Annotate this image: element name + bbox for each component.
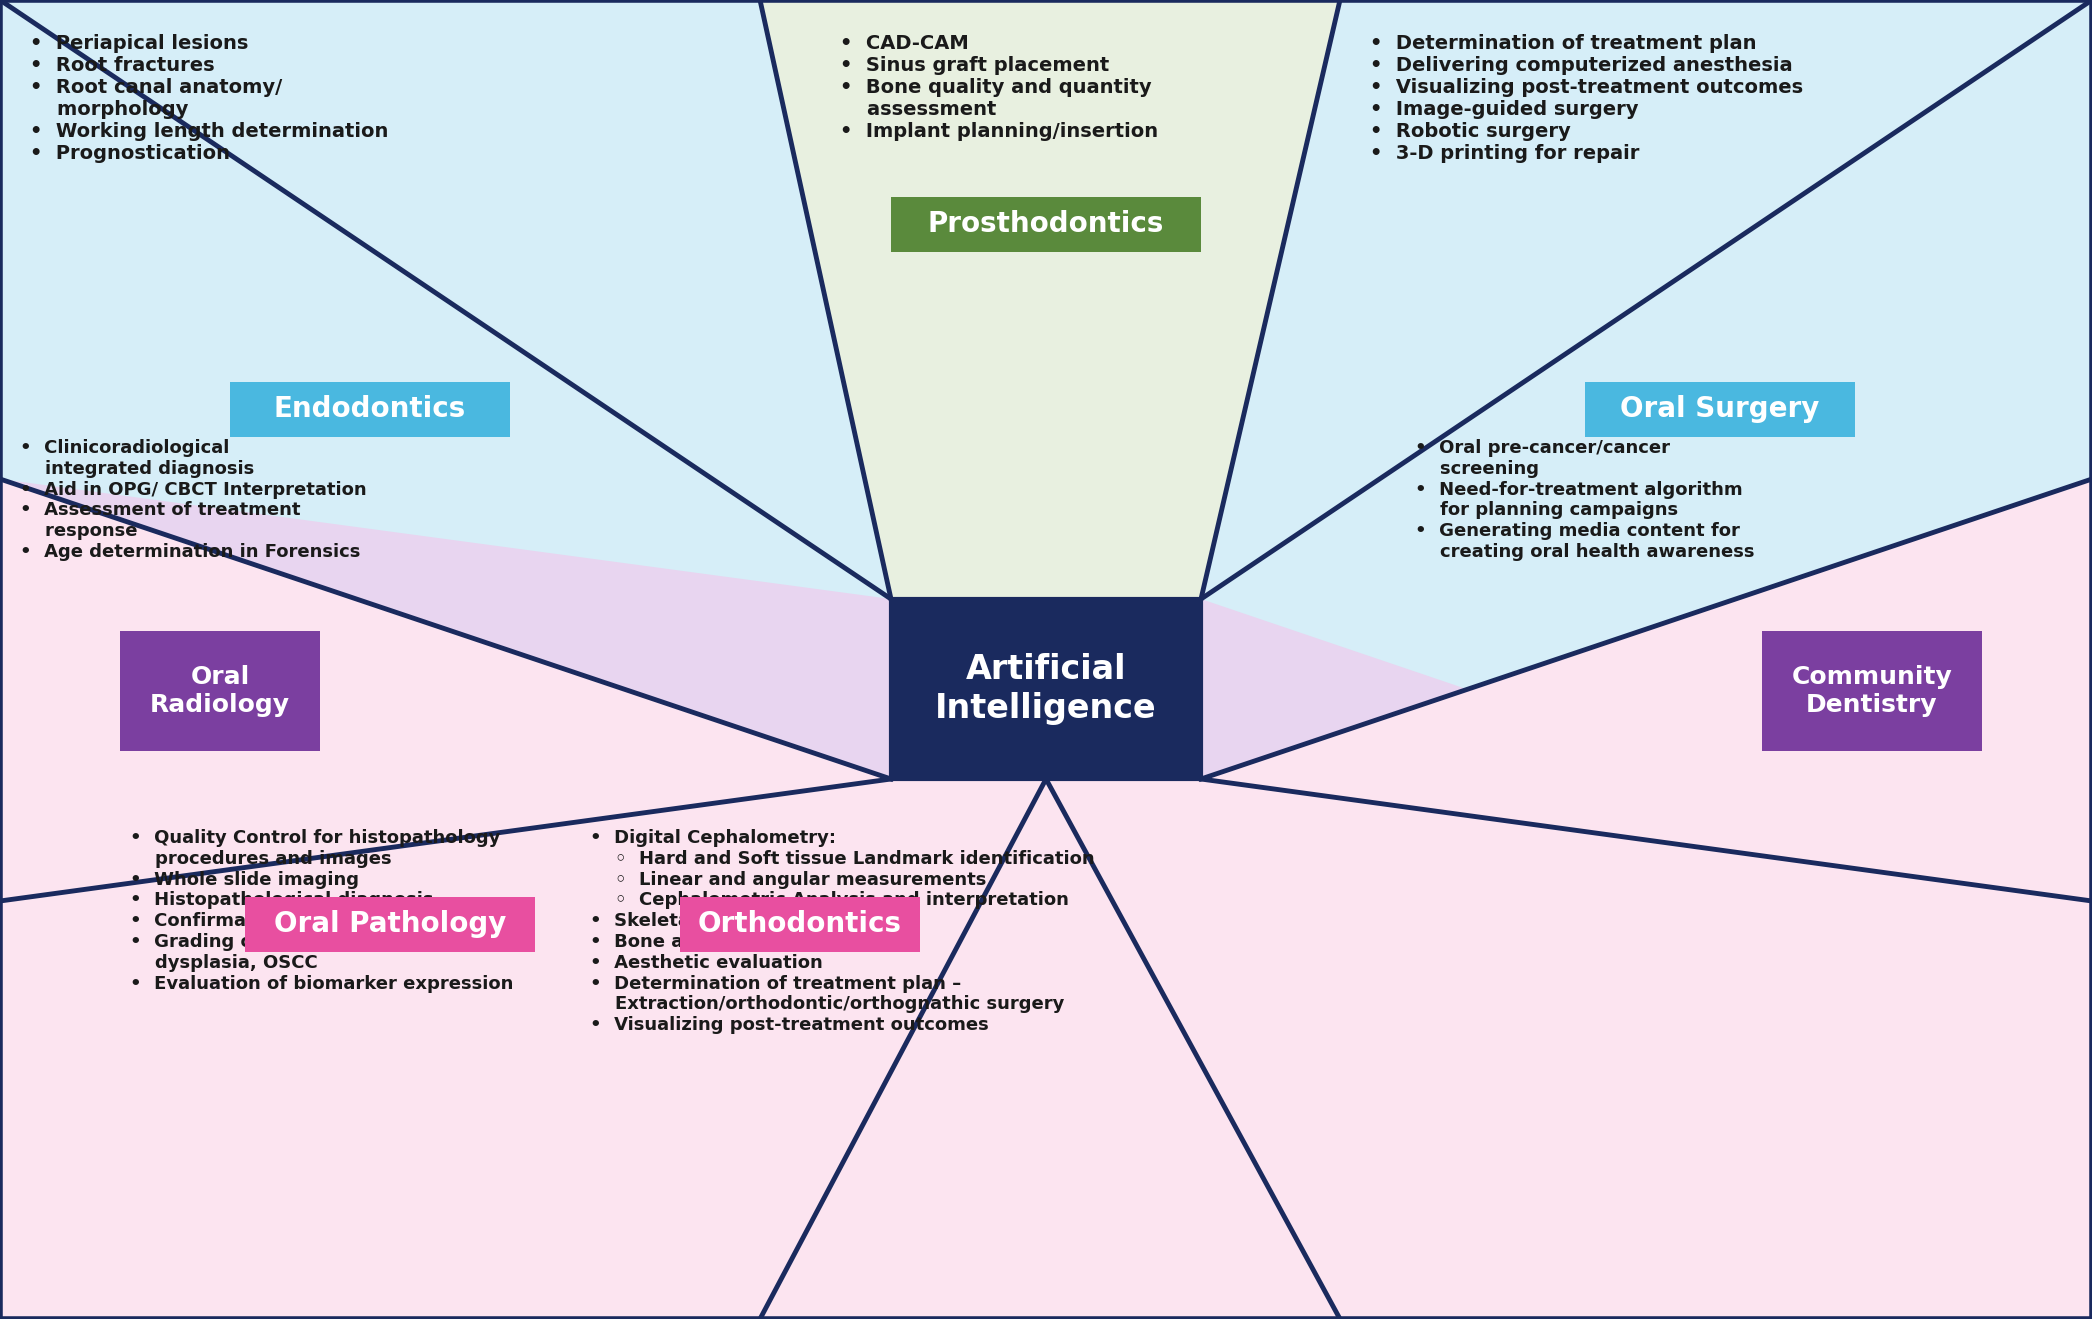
- Polygon shape: [0, 479, 1046, 1319]
- Polygon shape: [1201, 0, 2092, 901]
- Bar: [245, 897, 536, 951]
- Text: •  CAD-CAM
•  Sinus graft placement
•  Bone quality and quantity
    assessment
: • CAD-CAM • Sinus graft placement • Bone…: [841, 34, 1159, 141]
- Text: Prosthodontics: Prosthodontics: [929, 210, 1163, 237]
- Bar: [891, 599, 1201, 780]
- Polygon shape: [0, 0, 891, 901]
- Text: •  Oral pre-cancer/cancer
    screening
•  Need-for-treatment algorithm
    for : • Oral pre-cancer/cancer screening • Nee…: [1414, 439, 1755, 561]
- Text: Community
Dentistry: Community Dentistry: [1791, 665, 1952, 718]
- Text: Oral Pathology: Oral Pathology: [274, 910, 506, 938]
- Polygon shape: [1201, 479, 2092, 901]
- Text: •  Digital Cephalometry:
    ◦  Hard and Soft tissue Landmark identification
   : • Digital Cephalometry: ◦ Hard and Soft …: [590, 830, 1094, 1034]
- Bar: [119, 630, 320, 751]
- Bar: [230, 381, 510, 437]
- Polygon shape: [0, 479, 891, 901]
- Text: Endodontics: Endodontics: [274, 394, 467, 423]
- Text: Oral
Radiology: Oral Radiology: [151, 665, 291, 718]
- Text: •  Clinicoradiological
    integrated diagnosis
•  Aid in OPG/ CBCT Interpretati: • Clinicoradiological integrated diagnos…: [21, 439, 366, 561]
- Text: •  Determination of treatment plan
•  Delivering computerized anesthesia
•  Visu: • Determination of treatment plan • Deli…: [1370, 34, 1803, 164]
- Polygon shape: [759, 780, 1341, 1319]
- Bar: [680, 897, 920, 951]
- Text: Orthodontics: Orthodontics: [699, 910, 902, 938]
- Bar: [1586, 381, 1856, 437]
- Text: •  Quality Control for histopathology
    procedures and images
•  Whole slide i: • Quality Control for histopathology pro…: [130, 830, 513, 993]
- Text: •  Periapical lesions
•  Root fractures
•  Root canal anatomy/
    morphology
• : • Periapical lesions • Root fractures • …: [29, 34, 389, 164]
- Text: Artificial
Intelligence: Artificial Intelligence: [935, 653, 1157, 724]
- Polygon shape: [759, 0, 1341, 599]
- Polygon shape: [1046, 479, 2092, 1319]
- Bar: [891, 197, 1201, 252]
- Bar: [1761, 630, 1981, 751]
- Text: Oral Surgery: Oral Surgery: [1621, 394, 1820, 423]
